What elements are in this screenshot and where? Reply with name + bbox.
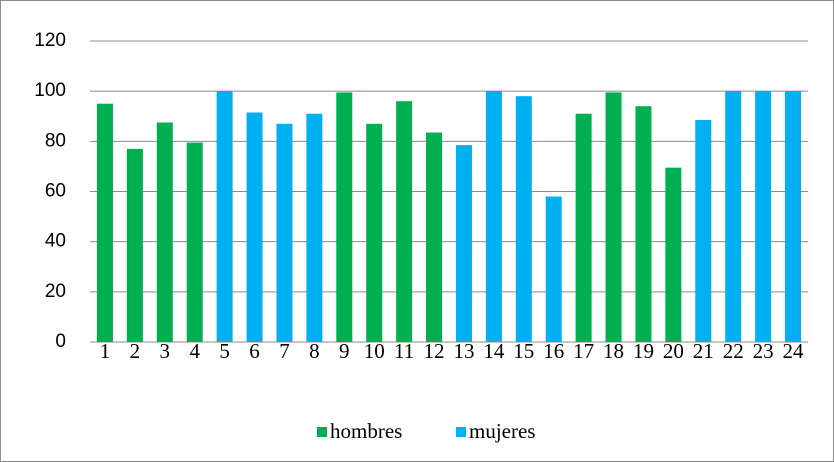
x-tick-label: 7 bbox=[279, 339, 290, 363]
y-tick-label: 120 bbox=[34, 30, 66, 51]
x-tick-label: 23 bbox=[753, 339, 774, 363]
x-tick-label: 21 bbox=[693, 339, 714, 363]
bar bbox=[485, 91, 502, 343]
x-tick-label: 12 bbox=[424, 339, 445, 363]
bar bbox=[186, 142, 203, 342]
x-tick-label: 14 bbox=[483, 339, 505, 363]
x-tick-label: 15 bbox=[513, 339, 534, 363]
bar bbox=[246, 112, 263, 342]
x-tick-label: 9 bbox=[339, 339, 350, 363]
bar bbox=[605, 92, 622, 342]
bar bbox=[396, 101, 413, 342]
bar bbox=[306, 113, 323, 342]
x-tick-label: 6 bbox=[249, 339, 260, 363]
x-tick-label: 2 bbox=[130, 339, 141, 363]
bar bbox=[635, 106, 652, 342]
x-tick-label: 18 bbox=[603, 339, 624, 363]
x-tick-label: 17 bbox=[573, 339, 594, 363]
bar bbox=[126, 148, 143, 342]
x-tick-label: 5 bbox=[219, 339, 230, 363]
x-tick-label: 10 bbox=[364, 339, 385, 363]
y-tick-label: 20 bbox=[45, 281, 66, 302]
bar bbox=[515, 96, 532, 342]
x-tick-label: 13 bbox=[453, 339, 474, 363]
x-tick-label: 22 bbox=[723, 339, 744, 363]
bar bbox=[575, 113, 592, 342]
x-tick-label: 24 bbox=[783, 339, 805, 363]
y-tick-label: 40 bbox=[45, 231, 66, 252]
x-tick-label: 20 bbox=[663, 339, 684, 363]
y-tick-label: 60 bbox=[45, 181, 66, 202]
bar bbox=[156, 122, 173, 342]
x-tick-label: 4 bbox=[189, 339, 200, 363]
x-tick-label: 8 bbox=[309, 339, 320, 363]
y-tick-label: 100 bbox=[34, 80, 66, 101]
x-tick-label: 11 bbox=[394, 339, 414, 363]
bar bbox=[216, 91, 233, 343]
bar bbox=[725, 91, 742, 343]
bar bbox=[366, 123, 383, 343]
bar bbox=[695, 120, 712, 342]
legend-swatch bbox=[456, 427, 466, 437]
x-tick-label: 1 bbox=[100, 339, 111, 363]
bar bbox=[665, 167, 682, 342]
bar bbox=[545, 196, 562, 342]
legend-swatch bbox=[317, 427, 327, 437]
bar bbox=[755, 91, 772, 343]
y-tick-label: 80 bbox=[45, 130, 66, 151]
bar bbox=[455, 145, 472, 342]
bar bbox=[276, 123, 293, 343]
bar bbox=[336, 92, 353, 342]
x-tick-label: 19 bbox=[633, 339, 654, 363]
y-tick-label: 0 bbox=[55, 331, 66, 352]
legend-label: mujeres bbox=[469, 419, 535, 443]
bar bbox=[426, 132, 443, 342]
bar bbox=[785, 91, 802, 343]
x-tick-label: 16 bbox=[543, 339, 564, 363]
bar bbox=[96, 103, 113, 342]
legend-label: hombres bbox=[330, 419, 402, 443]
x-tick-label: 3 bbox=[160, 339, 171, 363]
